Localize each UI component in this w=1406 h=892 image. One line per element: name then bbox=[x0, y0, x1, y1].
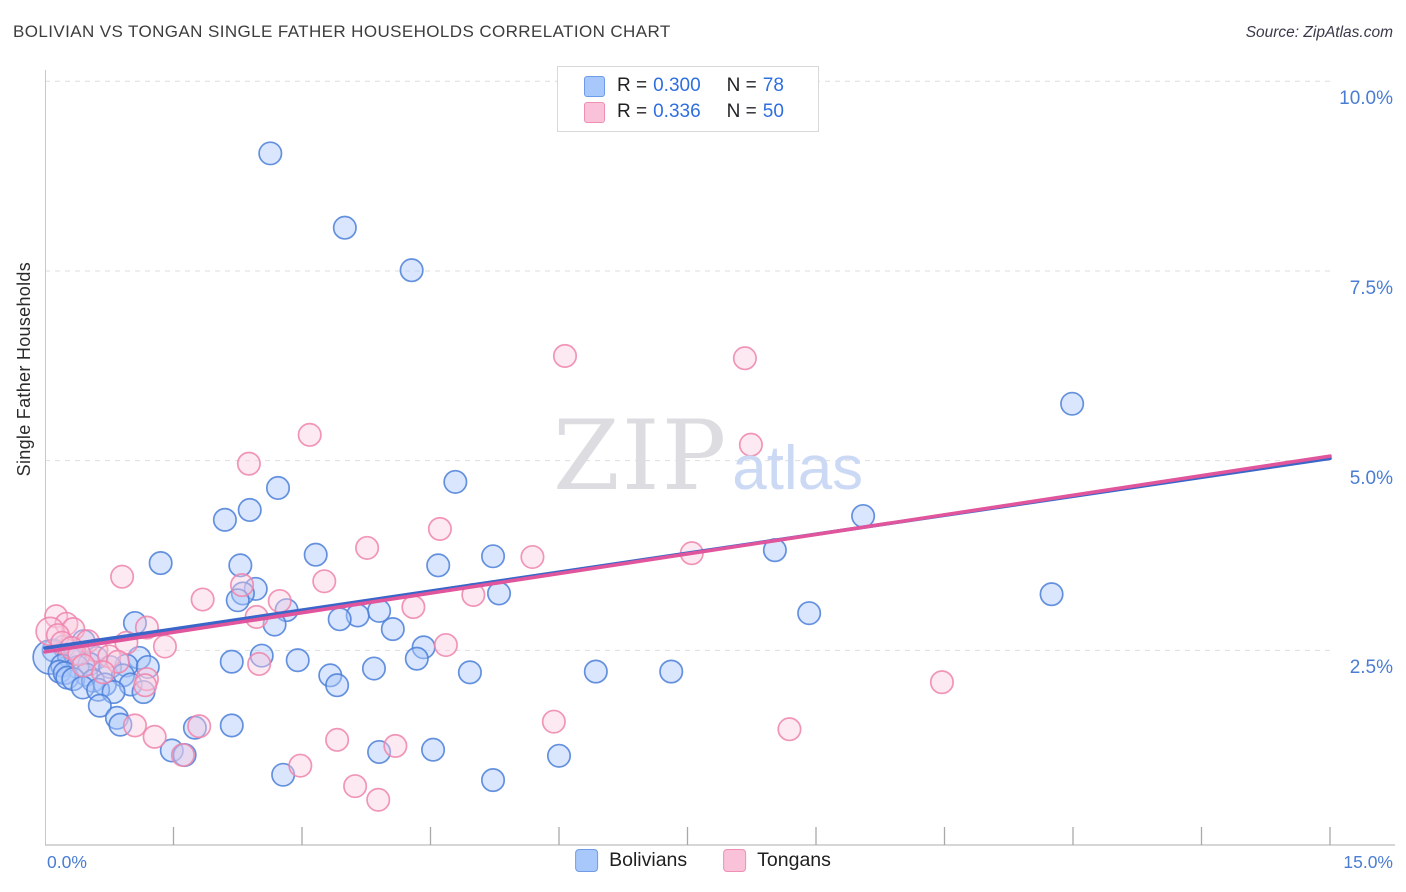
trend-line-tongans bbox=[43, 454, 1332, 654]
bolivians-point[interactable] bbox=[659, 659, 684, 684]
tongans-point[interactable] bbox=[110, 564, 135, 589]
tongans-point[interactable] bbox=[247, 651, 272, 677]
bolivians-point[interactable] bbox=[480, 768, 506, 793]
tongans-point[interactable] bbox=[122, 713, 147, 738]
bolivians-point[interactable] bbox=[237, 497, 262, 523]
bolivians-point[interactable] bbox=[380, 617, 405, 642]
tongans-point[interactable] bbox=[427, 516, 452, 541]
page-title: BOLIVIAN VS TONGAN SINGLE FATHER HOUSEHO… bbox=[13, 22, 671, 41]
bolivians-point[interactable] bbox=[219, 713, 244, 738]
tongans-point[interactable] bbox=[732, 346, 757, 371]
bolivians-point[interactable] bbox=[332, 215, 357, 240]
bolivians-point[interactable] bbox=[225, 588, 250, 613]
bolivians-point[interactable] bbox=[212, 507, 237, 532]
bolivians-point[interactable] bbox=[285, 648, 310, 673]
bolivians-point[interactable] bbox=[1039, 582, 1064, 607]
bolivians-point[interactable] bbox=[426, 553, 451, 578]
bolivians-point[interactable] bbox=[87, 693, 112, 718]
tongans-point[interactable] bbox=[738, 432, 763, 457]
legend-label-tongans: Tongans bbox=[757, 849, 831, 871]
series-legend: Bolivians Tongans bbox=[575, 849, 831, 872]
tongans-point[interactable] bbox=[170, 742, 195, 768]
n-label: N = bbox=[726, 75, 757, 96]
tongans-point[interactable] bbox=[91, 660, 116, 685]
bolivians-point[interactable] bbox=[797, 601, 822, 626]
r-value-bolivians: 0.300 bbox=[653, 75, 701, 96]
r-label: R = bbox=[617, 101, 648, 122]
tongans-point[interactable] bbox=[190, 587, 215, 612]
correlation-legend-box: R = 0.300 N = 78 R = 0.336 N = 50 bbox=[557, 66, 819, 132]
y-tick-label-7.5%: 7.5% bbox=[1349, 277, 1393, 299]
tongans-point[interactable] bbox=[355, 535, 380, 560]
tongans-point[interactable] bbox=[343, 774, 368, 799]
n-label: N = bbox=[726, 101, 757, 122]
bolivians-point[interactable] bbox=[421, 737, 446, 762]
bolivians-point[interactable] bbox=[546, 743, 572, 768]
legend-label-bolivians: Bolivians bbox=[609, 849, 688, 871]
tongans-point[interactable] bbox=[288, 753, 313, 778]
bolivians-point[interactable] bbox=[303, 542, 328, 567]
bolivians-point[interactable] bbox=[361, 656, 387, 681]
bolivians-point[interactable] bbox=[851, 503, 876, 529]
tongans-point[interactable] bbox=[312, 569, 337, 594]
bolivians-point[interactable] bbox=[219, 649, 244, 674]
bolivians-point[interactable] bbox=[480, 544, 506, 569]
tongans-point[interactable] bbox=[401, 595, 426, 620]
tongans-point[interactable] bbox=[325, 727, 350, 752]
bolivians-point[interactable] bbox=[327, 607, 352, 632]
bolivians-point[interactable] bbox=[457, 660, 482, 685]
bolivians-point[interactable] bbox=[325, 673, 350, 698]
legend-item-bolivians: Bolivians bbox=[575, 849, 687, 872]
x-axis-min-label: 0.0% bbox=[47, 852, 87, 872]
tongans-point[interactable] bbox=[152, 634, 177, 659]
tongans-point[interactable] bbox=[929, 670, 954, 695]
tongans-point[interactable] bbox=[383, 733, 408, 758]
bolivians-point[interactable] bbox=[243, 576, 268, 601]
bolivians-point[interactable] bbox=[1060, 391, 1085, 416]
tongans-point[interactable] bbox=[777, 717, 802, 742]
bolivians-point[interactable] bbox=[404, 646, 429, 671]
bolivians-point[interactable] bbox=[135, 654, 160, 680]
bolivians-point[interactable] bbox=[399, 258, 424, 283]
bolivians-point[interactable] bbox=[583, 659, 608, 684]
x-axis-max-label: 15.0% bbox=[1343, 852, 1393, 872]
n-value-tongans: 50 bbox=[762, 101, 784, 122]
tongans-point[interactable] bbox=[520, 544, 545, 570]
tongans-point[interactable] bbox=[541, 709, 566, 734]
tongans-swatch-icon bbox=[584, 101, 605, 123]
tongans-swatch-icon bbox=[723, 849, 747, 872]
bolivians-point[interactable] bbox=[228, 553, 253, 578]
bolivians-swatch-icon bbox=[575, 849, 599, 872]
tongans-point[interactable] bbox=[142, 724, 167, 749]
tongans-point[interactable] bbox=[236, 451, 261, 476]
y-tick-label-5.0%: 5.0% bbox=[1349, 467, 1393, 489]
tongans-point[interactable] bbox=[297, 422, 322, 447]
legend-row-tongans: R = 0.336 N = 50 bbox=[584, 101, 818, 123]
y-tick-label-2.5%: 2.5% bbox=[1349, 657, 1393, 679]
tongans-point[interactable] bbox=[433, 632, 458, 658]
legend-item-tongans: Tongans bbox=[723, 849, 831, 872]
n-value-bolivians: 78 bbox=[762, 75, 784, 96]
tongans-point[interactable] bbox=[267, 588, 292, 614]
y-tick-label-10.0%: 10.0% bbox=[1339, 88, 1393, 110]
bolivians-point[interactable] bbox=[443, 469, 468, 494]
tongans-point[interactable] bbox=[133, 673, 158, 698]
bolivians-point[interactable] bbox=[258, 141, 283, 166]
bolivians-swatch-icon bbox=[584, 75, 605, 97]
bolivians-point[interactable] bbox=[148, 551, 173, 576]
tongans-point[interactable] bbox=[366, 787, 391, 812]
bolivians-point[interactable] bbox=[265, 475, 291, 501]
tongans-point[interactable] bbox=[187, 714, 212, 739]
r-value-tongans: 0.336 bbox=[653, 101, 701, 122]
bolivians-point[interactable] bbox=[104, 705, 130, 730]
tongans-point[interactable] bbox=[229, 573, 255, 598]
y-axis-title: Single Father Households bbox=[14, 262, 34, 477]
source-attribution: Source: ZipAtlas.com bbox=[1245, 24, 1393, 41]
legend-row-bolivians: R = 0.300 N = 78 bbox=[584, 75, 818, 97]
r-label: R = bbox=[617, 75, 648, 96]
tongans-point[interactable] bbox=[552, 343, 578, 368]
